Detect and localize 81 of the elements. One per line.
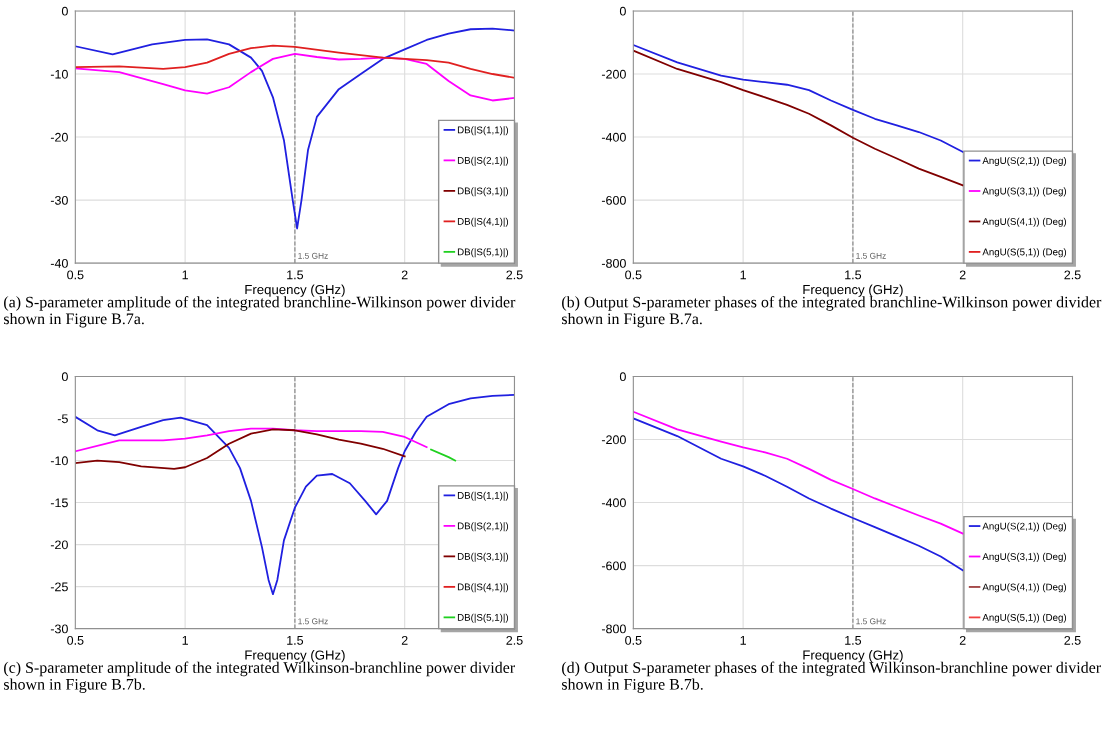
legend-label: DB(|S(4,1)|) xyxy=(457,217,509,227)
x-tick-label: 1.5 xyxy=(287,636,304,645)
x-tick-label: 1 xyxy=(182,636,188,645)
x-tick-label: 2 xyxy=(401,270,408,280)
legend-label: DB(|S(3,1)|) xyxy=(457,552,509,562)
legend-label: AngU(S(3,1)) (Deg) xyxy=(982,552,1067,562)
y-tick-label: -20 xyxy=(50,132,68,142)
x-tick-label: 0.5 xyxy=(625,635,642,645)
x-tick-label: 2.5 xyxy=(1064,635,1081,645)
x-tick-label: 0.5 xyxy=(67,270,84,280)
y-tick-label: -10 xyxy=(50,69,68,79)
line-series xyxy=(75,428,406,470)
x-axis-title: Frequency (GHz) xyxy=(803,650,903,663)
x-tick-label: 1 xyxy=(182,270,188,280)
y-tick-label: -800 xyxy=(601,624,626,634)
legend-label: AngU(S(5,1)) (Deg) xyxy=(982,613,1067,623)
ref-line-label: 1.5 GHz xyxy=(298,252,328,259)
x-tick-label: 1.5 xyxy=(845,636,862,645)
y-tick-label: -800 xyxy=(601,258,626,268)
y-tick-label: -15 xyxy=(50,498,68,508)
x-tick-label: 1 xyxy=(740,270,746,280)
x-tick-label: 1 xyxy=(740,636,746,645)
line-series xyxy=(75,52,515,102)
y-tick-label: 0 xyxy=(619,372,626,382)
y-tick-label: -10 xyxy=(50,456,68,466)
y-tick-label: -5 xyxy=(57,414,68,424)
line-series xyxy=(75,427,428,453)
line-series xyxy=(633,44,964,153)
legend-label: DB(|S(3,1)|) xyxy=(457,187,509,197)
y-tick-label: 0 xyxy=(61,372,68,382)
line-series xyxy=(633,410,964,535)
x-tick-label: 0.5 xyxy=(625,270,642,280)
x-tick-label: 2.5 xyxy=(1064,270,1081,280)
ref-line-label: 1.5 GHz xyxy=(856,252,886,259)
x-tick-label: 2.5 xyxy=(506,635,523,645)
legend-label: DB(|S(1,1)|) xyxy=(457,126,509,136)
legend-label: DB(|S(4,1)|) xyxy=(457,583,509,593)
line-series xyxy=(75,27,515,230)
y-tick-label: -400 xyxy=(601,132,626,142)
x-tick-label: 1.5 xyxy=(287,270,304,280)
y-tick-label: -200 xyxy=(601,435,626,445)
y-tick-label: -600 xyxy=(601,195,626,205)
legend-label: DB(|S(5,1)|) xyxy=(457,248,509,258)
y-tick-label: -25 xyxy=(50,582,68,592)
text: (c) S-parameter amplitude of the integrated Wilkinson-branchline power divider shown in Figure B.7b. xyxy=(4,661,515,693)
x-tick-label: 2.5 xyxy=(506,270,523,280)
y-tick-label: -400 xyxy=(601,498,626,508)
y-tick-label: -30 xyxy=(50,624,68,634)
text: (b) Output S-parameter phases of the integrated branchline-Wilkinson power divider shown in Figure B.7a. xyxy=(562,296,1102,328)
x-axis-title: Frequency (GHz) xyxy=(803,284,903,297)
legend-label: AngU(S(2,1)) (Deg) xyxy=(982,156,1067,166)
legend-label: DB(|S(2,1)|) xyxy=(457,156,509,166)
ref-line-label: 1.5 GHz xyxy=(298,618,328,625)
line-series xyxy=(633,49,964,187)
legend-label: DB(|S(5,1)|) xyxy=(457,613,509,623)
y-tick-label: -200 xyxy=(601,69,626,79)
x-tick-label: 2 xyxy=(401,635,408,645)
legend-label: AngU(S(2,1)) (Deg) xyxy=(982,522,1067,532)
x-tick-label: 2 xyxy=(959,635,966,645)
legend-label: AngU(S(4,1)) (Deg) xyxy=(982,583,1067,593)
y-tick-label: 0 xyxy=(61,6,68,16)
x-axis-title: Frequency (GHz) xyxy=(245,284,345,297)
legend-label: DB(|S(1,1)|) xyxy=(457,491,509,501)
ref-line-label: 1.5 GHz xyxy=(856,618,886,625)
legend-label: AngU(S(4,1)) (Deg) xyxy=(982,217,1067,227)
x-tick-label: 2 xyxy=(959,270,966,280)
y-tick-label: -20 xyxy=(50,540,68,550)
line-series xyxy=(75,44,515,79)
legend-label: AngU(S(5,1)) (Deg) xyxy=(982,248,1067,258)
x-tick-label: 1.5 xyxy=(845,270,862,280)
legend-label: DB(|S(2,1)|) xyxy=(457,522,509,532)
text: (a) S-parameter amplitude of the integrated branchline-Wilkinson power divider shown in Figure B.7a. xyxy=(4,296,516,328)
x-tick-label: 0.5 xyxy=(67,635,84,645)
text: (d) Output S-parameter phases of the integrated Wilkinson-branchline power divider shown in Figure B.7b. xyxy=(562,661,1101,693)
line-series xyxy=(633,417,964,572)
y-tick-label: -600 xyxy=(601,561,626,571)
y-tick-label: -30 xyxy=(50,195,68,205)
line-series xyxy=(75,394,515,596)
y-tick-label: 0 xyxy=(619,6,626,16)
y-tick-label: -40 xyxy=(50,258,68,268)
legend-label: AngU(S(3,1)) (Deg) xyxy=(982,187,1067,197)
